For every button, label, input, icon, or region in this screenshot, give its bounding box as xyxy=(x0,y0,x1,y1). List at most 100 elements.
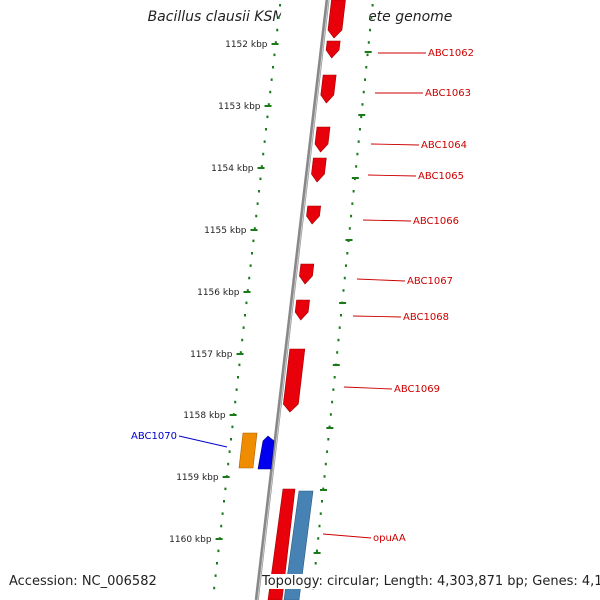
gene-label-connector xyxy=(322,533,372,539)
ruler-dot xyxy=(213,586,216,590)
gene-label: ABC1063 xyxy=(425,88,471,99)
ruler-tick-label: 1157 kbp xyxy=(190,350,233,360)
gene-arrow-forward xyxy=(325,40,341,59)
gene-arrow-forward xyxy=(311,157,327,183)
ruler-tick xyxy=(236,353,244,355)
ruler-tick-label: 1154 kbp xyxy=(211,164,254,174)
ruler-dot xyxy=(235,388,238,391)
ruler-tick-label: 1153 kbp xyxy=(218,102,261,112)
ruler-tick xyxy=(271,43,279,45)
ruler-tick xyxy=(243,291,251,293)
ruler-dot xyxy=(279,4,282,7)
ruler-dot xyxy=(323,475,326,478)
ruler-dot xyxy=(317,537,320,540)
ruler-dot xyxy=(265,128,268,131)
ruler-dot xyxy=(357,140,360,143)
ruler-tick-right xyxy=(345,239,353,241)
ruler-dot xyxy=(360,115,363,119)
gene-arrow-forward xyxy=(294,299,310,321)
ruler-dot xyxy=(214,574,217,577)
ruler-tick-label: 1152 kbp xyxy=(225,40,268,50)
ruler-dot xyxy=(230,438,233,441)
ruler-dot xyxy=(333,376,336,379)
ruler-dot xyxy=(345,264,348,267)
ruler-dot xyxy=(337,338,340,342)
ruler-dot xyxy=(327,438,330,441)
ruler-tick-label: 1160 kbp xyxy=(169,535,212,545)
ruler-tick xyxy=(257,167,265,169)
gene-arrow-forward xyxy=(306,205,322,225)
ruler-dot xyxy=(277,16,280,19)
gene-arrow-reverse xyxy=(257,435,275,470)
ruler-dot xyxy=(356,152,359,156)
gene-label-connector xyxy=(362,219,412,222)
ruler-dot xyxy=(338,326,341,329)
accession-text: Accession: NC_006582 xyxy=(9,574,157,589)
ruler-dot xyxy=(321,500,323,503)
ruler-dot xyxy=(319,512,322,515)
ruler-dot xyxy=(248,276,251,280)
ruler-tick xyxy=(215,538,223,540)
ruler-dot xyxy=(318,524,321,528)
ruler-dot xyxy=(355,165,358,168)
ruler-dot xyxy=(224,487,227,491)
ruler-dot xyxy=(246,289,249,292)
gene-label-connector xyxy=(178,435,228,448)
backbone-highlight xyxy=(257,0,329,600)
gene-label: ABC1068 xyxy=(403,312,449,323)
ruler-dot xyxy=(346,252,349,255)
gene-label: ABC1065 xyxy=(418,171,464,182)
ruler-dot xyxy=(358,128,361,131)
ruler-tick-label: 1159 kbp xyxy=(176,473,219,483)
ruler-dot xyxy=(332,388,335,391)
ruler-dot xyxy=(238,363,241,367)
ruler-dot xyxy=(231,425,234,429)
ruler-dot xyxy=(364,78,367,81)
gene-block-steelblue xyxy=(283,490,314,600)
ruler-dot xyxy=(241,338,244,342)
backbone-line xyxy=(254,0,330,600)
ruler-dot xyxy=(370,16,373,19)
ruler-dot xyxy=(252,239,255,243)
ruler-dot xyxy=(249,264,252,267)
ruler-tick-label: 1156 kbp xyxy=(197,288,240,298)
ruler-dot xyxy=(272,66,275,69)
gene-label-connector xyxy=(367,174,417,177)
ruler-dot xyxy=(322,487,325,491)
gene-arrow-forward xyxy=(283,348,306,413)
gene-label: ABC1067 xyxy=(407,276,453,287)
gene-label: ABC1069 xyxy=(394,384,440,395)
ruler-dot xyxy=(331,400,334,404)
gene-arrow-forward xyxy=(299,263,315,285)
ruler-tick xyxy=(229,414,237,416)
gene-label: ABC1062 xyxy=(428,48,474,59)
ruler-dot xyxy=(215,562,218,565)
ruler-dot xyxy=(258,190,261,193)
ruler-dot xyxy=(276,28,279,32)
gene-label: ABC1070 xyxy=(131,431,177,442)
ruler-dot xyxy=(253,227,256,230)
ruler-dot xyxy=(255,214,258,218)
ruler-tick xyxy=(250,229,258,231)
ruler-dot xyxy=(251,252,254,255)
gene-label-connector xyxy=(370,143,420,146)
ruler-dot xyxy=(245,301,248,305)
gene-arrow-forward xyxy=(327,0,346,39)
ruler-dot xyxy=(371,4,374,7)
ruler-dot xyxy=(367,41,370,44)
ruler-dot xyxy=(314,562,317,565)
ruler-tick-label: 1158 kbp xyxy=(183,411,226,421)
ruler-dot xyxy=(242,326,245,329)
ruler-tick-right xyxy=(320,489,328,491)
gene-label-connector xyxy=(352,315,402,318)
ruler-dot xyxy=(315,549,318,553)
ruler-dot xyxy=(362,90,365,94)
ruler-dot xyxy=(267,103,270,106)
ruler-tick-right xyxy=(332,364,340,366)
gene-label: ABC1064 xyxy=(421,140,467,151)
right-ruler-dots xyxy=(312,4,374,590)
gene-label: opuAA xyxy=(373,533,406,544)
ruler-dot xyxy=(262,152,265,156)
ruler-dot xyxy=(365,66,368,69)
gene-label: ABC1066 xyxy=(413,216,459,227)
